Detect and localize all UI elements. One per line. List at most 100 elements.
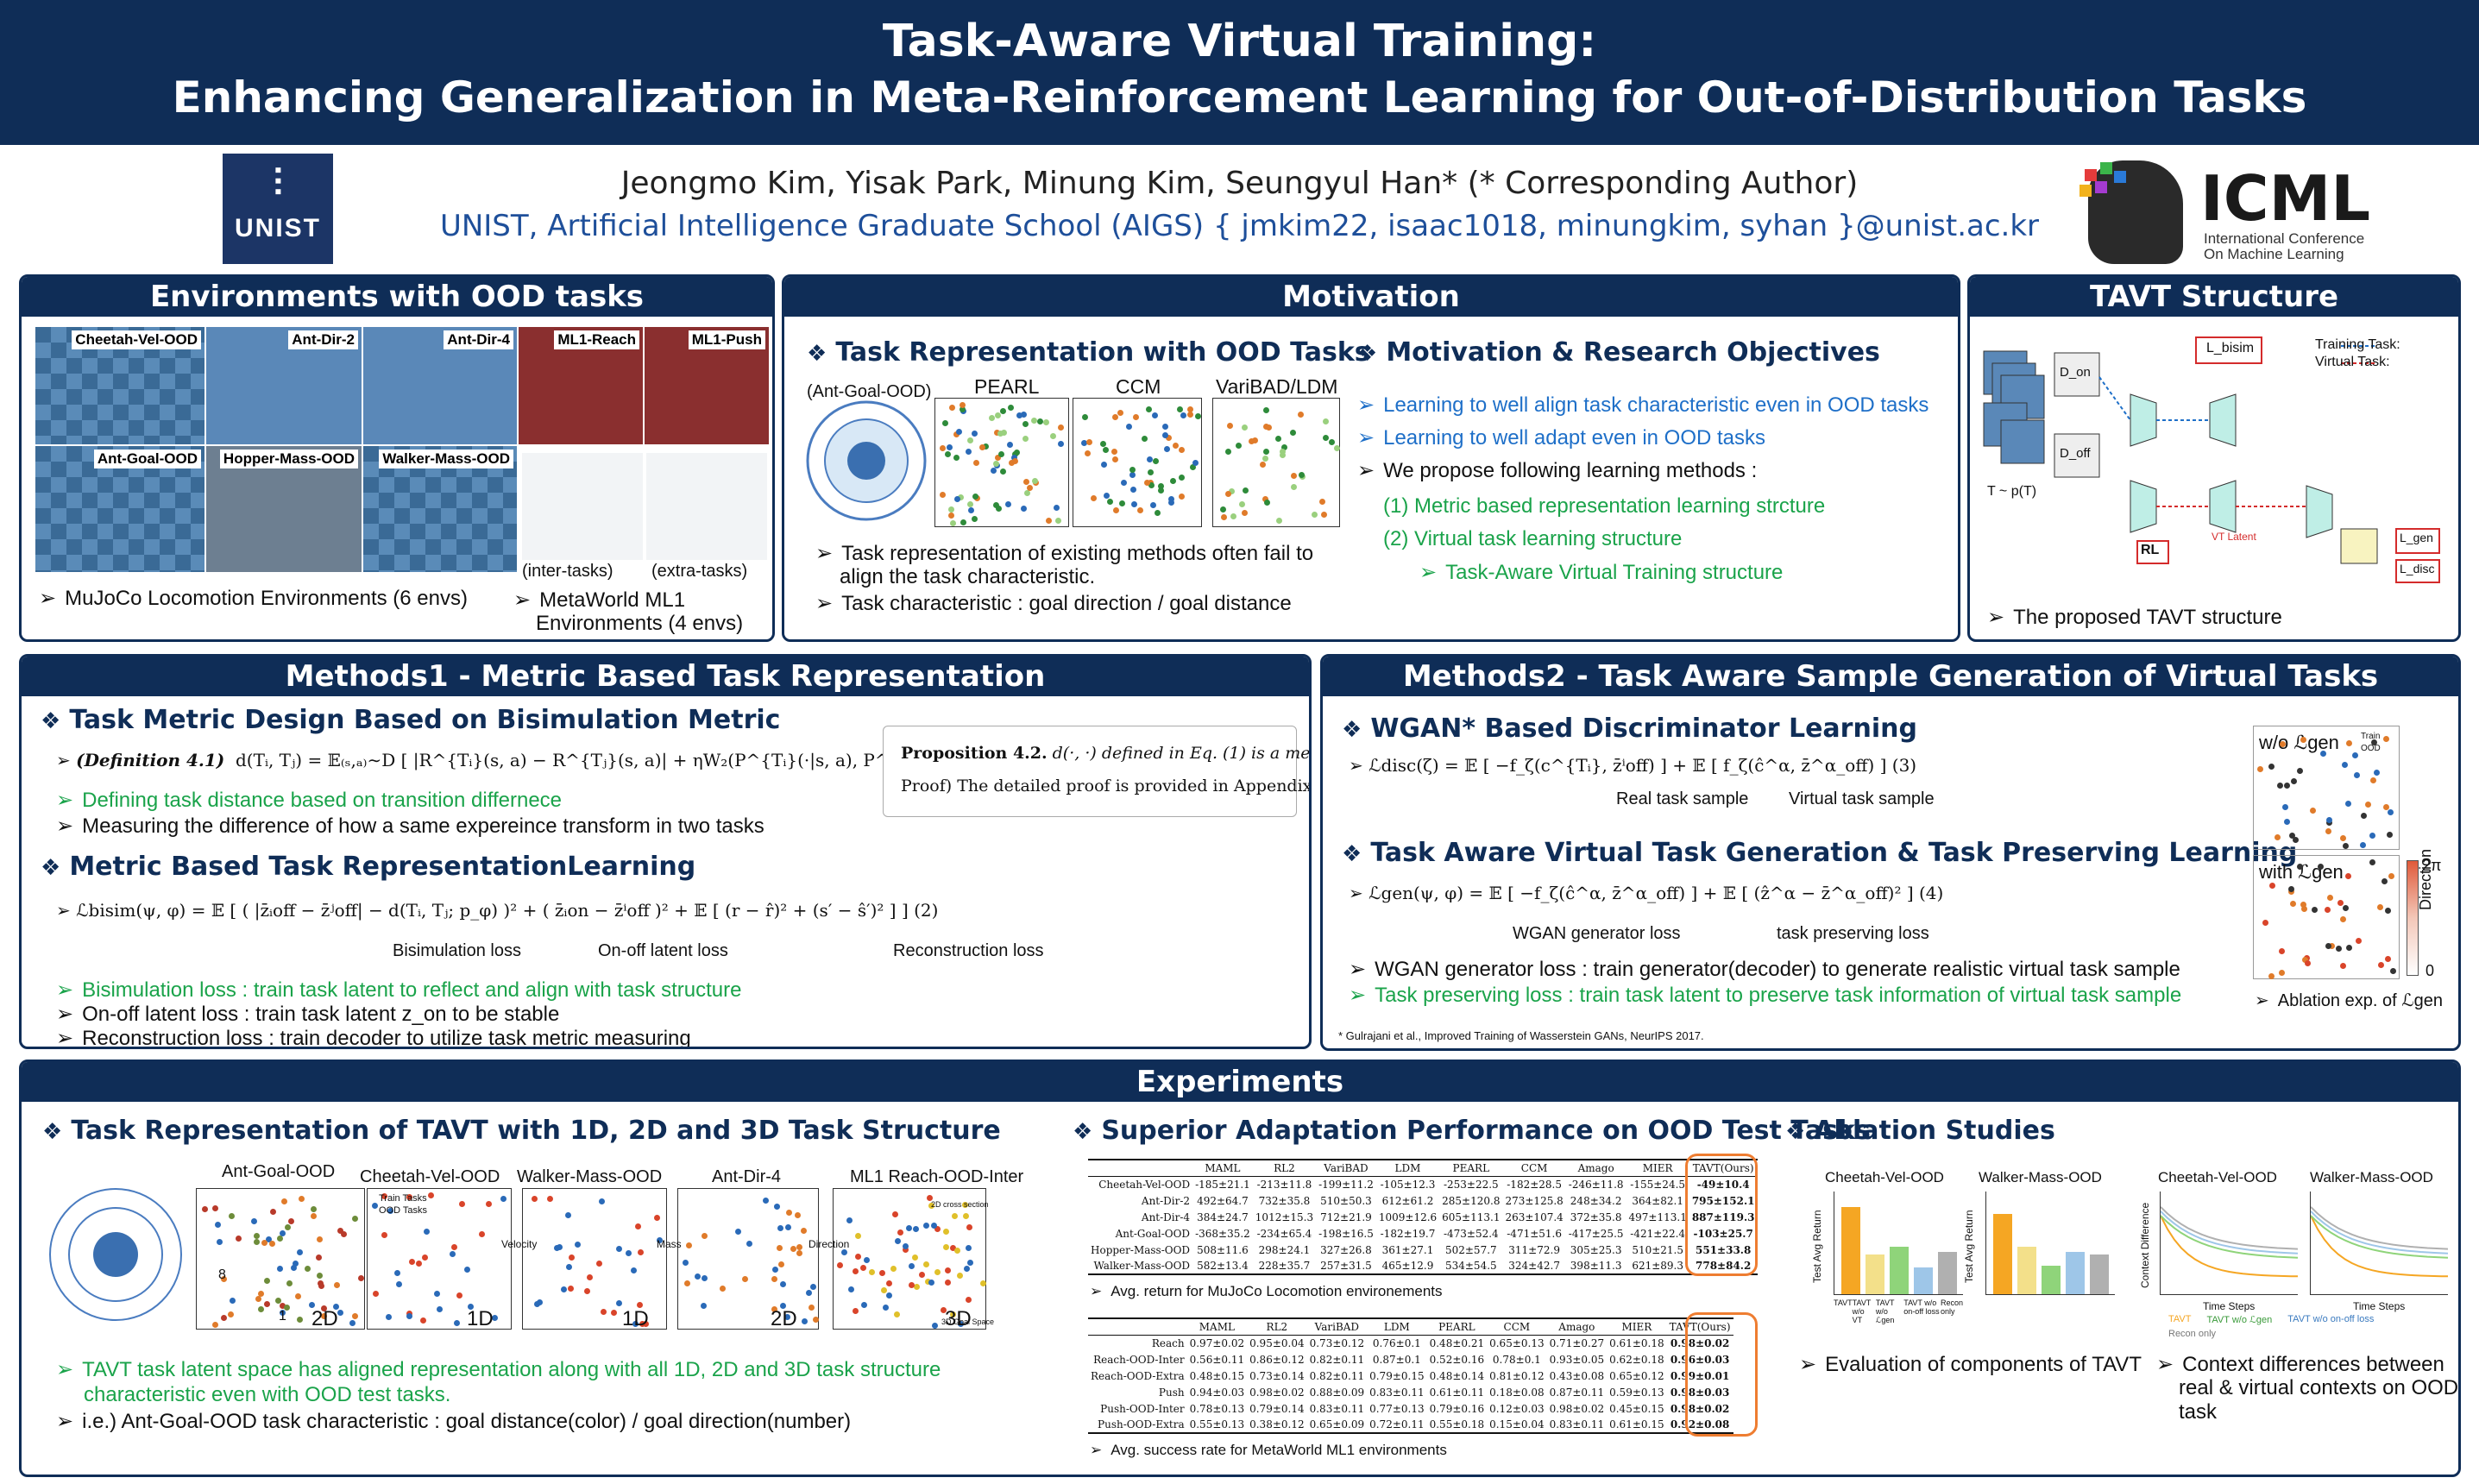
scatter-point bbox=[966, 1223, 972, 1230]
scatter-point bbox=[796, 1250, 802, 1257]
table-cell: 0.83±0.11 bbox=[1309, 1402, 1365, 1415]
scatter-point bbox=[2329, 943, 2336, 950]
scatter-point bbox=[293, 1260, 299, 1267]
direction-colorbar bbox=[2407, 860, 2419, 976]
table-cell: -198±16.5 bbox=[1318, 1227, 1374, 1240]
scatter-point bbox=[1178, 475, 1185, 481]
scatter-point bbox=[230, 1297, 236, 1304]
table-header-cell: Amago bbox=[1565, 1159, 1626, 1177]
table-header-cell: CCM bbox=[1487, 1317, 1547, 1336]
table-cell: 364±82.1 bbox=[1632, 1194, 1684, 1207]
table-cell: 551±33.8 bbox=[1696, 1243, 1752, 1256]
scatter-point bbox=[700, 1303, 707, 1310]
rep-title-antgoal: Ant-Goal-OOD bbox=[222, 1162, 336, 1181]
env-image-cheetah: Cheetah-Vel-OOD bbox=[35, 327, 204, 444]
scatter-point bbox=[1190, 463, 1197, 470]
scatter-point bbox=[220, 1276, 227, 1283]
scatter-point bbox=[258, 1291, 265, 1298]
scatter-point bbox=[406, 1194, 412, 1201]
ablation-bar bbox=[2090, 1254, 2109, 1294]
title-banner: Task-Aware Virtual Training: Enhancing G… bbox=[0, 0, 2479, 145]
bar-xlabels: TAVT TAVT w/o VT TAVT w/o ℒgen TAVT w/o on-… bbox=[1834, 1298, 1964, 1324]
scatter-point bbox=[683, 1259, 689, 1266]
table-cell: -182±28.5 bbox=[1507, 1178, 1562, 1191]
experiments-title: Experiments bbox=[22, 1062, 2458, 1102]
scatter-point bbox=[1023, 489, 1030, 496]
scatter-point bbox=[1103, 447, 1110, 454]
scatter-point bbox=[2386, 832, 2393, 839]
scatter-point bbox=[2337, 899, 2344, 906]
scatter-point bbox=[297, 1316, 304, 1323]
scatter-point bbox=[1220, 506, 1227, 512]
scatter-point bbox=[954, 496, 960, 503]
scatter-point bbox=[947, 444, 953, 451]
ablation-bar bbox=[1914, 1267, 1933, 1294]
icml-sub-2: On Machine Learning bbox=[2204, 246, 2344, 262]
ablation-series-line bbox=[2310, 1210, 2449, 1254]
table-cell: 0.92±0.08 bbox=[1666, 1417, 1733, 1434]
scatter-point bbox=[1045, 517, 1052, 524]
table-cell: 1012±15.3 bbox=[1255, 1210, 1314, 1223]
scatter-point bbox=[270, 1208, 277, 1215]
scatter-point bbox=[931, 1322, 938, 1329]
scatter-point bbox=[1179, 494, 1186, 500]
scatter-point bbox=[255, 1295, 261, 1302]
scatter-point bbox=[1084, 450, 1091, 457]
scatter-point bbox=[997, 430, 1004, 437]
rep-title-cheetah: Cheetah-Vel-OOD bbox=[360, 1167, 500, 1186]
table-cell: 0.38±0.12 bbox=[1247, 1417, 1307, 1434]
table-cell: 0.77±0.13 bbox=[1369, 1402, 1425, 1415]
ablation-series-line bbox=[2160, 1215, 2299, 1278]
scatter-point bbox=[2327, 894, 2334, 901]
scatter-point bbox=[1169, 477, 1176, 484]
scatter-point bbox=[2336, 946, 2343, 953]
table-cell: -253±22.5 bbox=[1443, 1178, 1499, 1191]
table-cell: -421±22.4 bbox=[1630, 1227, 1686, 1240]
pearl-scatter bbox=[934, 398, 1069, 527]
scatter-point bbox=[2390, 968, 2397, 975]
table-cell: 0.78±0.1 bbox=[1492, 1353, 1541, 1366]
table-row: Push-OOD-Inter 0.78±0.13 0.79±0.14 0.83±0.1… bbox=[1088, 1400, 1733, 1417]
table-header-cell: MIER bbox=[1607, 1317, 1667, 1336]
scatter-point bbox=[1146, 456, 1153, 462]
tavt-panel: TAVT Structure Training Task: Virtual Ta… bbox=[1967, 274, 2461, 642]
motivation-title: Motivation bbox=[784, 277, 1958, 317]
scatter-point bbox=[486, 1201, 493, 1208]
ablation-caption-2b: real & virtual contexts on OOD bbox=[2179, 1376, 2459, 1399]
table-cell: 0.45±0.15 bbox=[1609, 1402, 1664, 1415]
scatter-point bbox=[297, 1248, 304, 1255]
ablation-bar bbox=[1841, 1206, 1860, 1294]
table-cell: 0.61±0.11 bbox=[1429, 1386, 1485, 1399]
table-cell: 887±119.3 bbox=[1691, 1210, 1755, 1223]
table-cell: 0.71±0.27 bbox=[1549, 1336, 1605, 1349]
scatter-point bbox=[565, 1212, 572, 1219]
scatter-point bbox=[1020, 411, 1027, 418]
scatter-point bbox=[422, 1254, 429, 1261]
table-cell: 324±42.7 bbox=[1502, 1258, 1566, 1275]
scatter-point bbox=[2257, 765, 2264, 772]
scatter-point bbox=[746, 1241, 753, 1248]
table-cell: 534±54.5 bbox=[1439, 1258, 1503, 1275]
scatter-point bbox=[1054, 504, 1060, 511]
table-cell: 0.65±0.12 bbox=[1609, 1369, 1664, 1382]
scatter-point bbox=[955, 428, 962, 435]
scatter-point bbox=[639, 1320, 645, 1327]
table-cell: -103±25.7 bbox=[1693, 1227, 1753, 1240]
scatter-point bbox=[965, 1245, 972, 1252]
table-cell: 0.15±0.04 bbox=[1487, 1417, 1547, 1434]
inter-tasks-label: (inter-tasks) bbox=[522, 562, 613, 581]
scatter-point bbox=[2287, 885, 2294, 892]
scatter-point bbox=[808, 1304, 815, 1311]
table-cell: Ant-Dir-4 bbox=[1141, 1210, 1191, 1223]
scatter-point bbox=[454, 1320, 461, 1327]
scatter-point bbox=[1011, 454, 1018, 461]
table-cell: -473±52.4 bbox=[1443, 1227, 1499, 1240]
scatter-point bbox=[2377, 904, 2384, 911]
scatter-point bbox=[909, 1262, 915, 1269]
proposition-text: Proposition 4.2. d(·, ·) defined in Eq. … bbox=[901, 744, 1311, 763]
scatter-point bbox=[1274, 435, 1281, 442]
scatter-point bbox=[1026, 485, 1033, 492]
scatter-point bbox=[878, 1269, 885, 1276]
dim-label-2: 1D bbox=[467, 1307, 494, 1330]
scatter-point bbox=[1319, 498, 1326, 505]
